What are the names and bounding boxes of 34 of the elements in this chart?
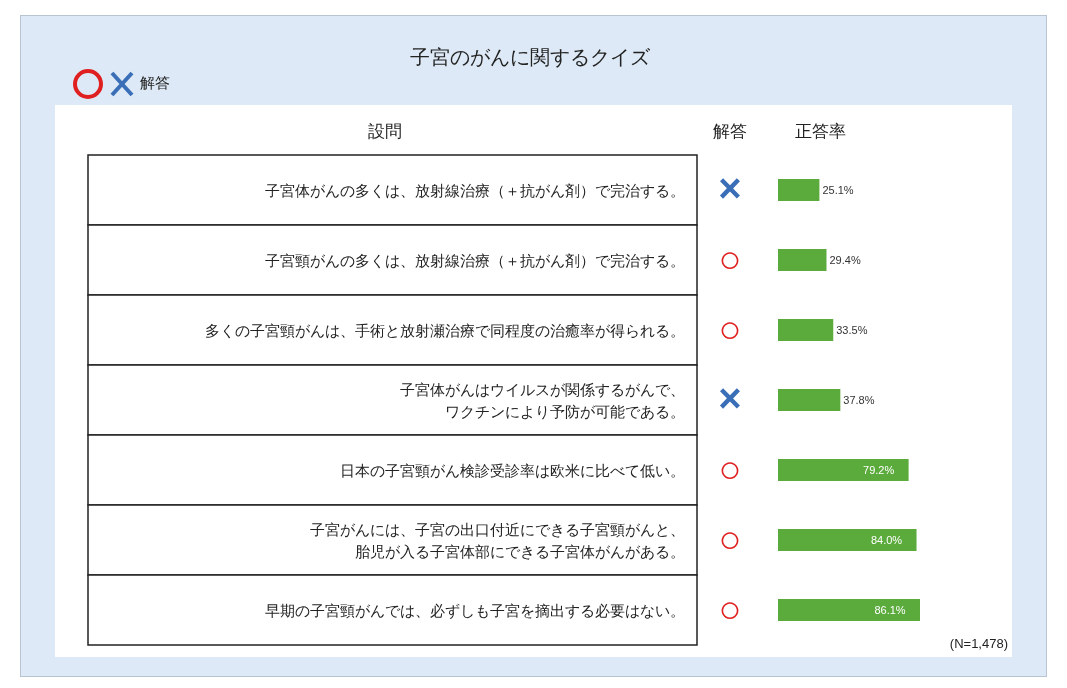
y-tick-label: 子宮がんには、子宮の出口付近にできる子宮頸がんと、胎児が入る子宮体部にできる子宮体がんがある。 [310, 521, 685, 560]
text: × [718, 376, 742, 420]
y-tick-label: 子宮体がんの多くは、放射線治療（＋抗がん剤）で完治する。 [265, 182, 685, 199]
bar [778, 319, 834, 341]
data-label: 25.1% [822, 184, 854, 196]
legend-title: 解答 [140, 74, 170, 93]
text: ○ [718, 308, 742, 350]
x-axis-title: 正答率 [793, 121, 847, 143]
y-tick-label: 日本の子宮頸がん検診受診率は欧米に比べて低い。 [340, 462, 685, 479]
data-label: 86.1% [874, 604, 906, 616]
text: ○ [718, 588, 742, 630]
y-tick-label: 子宮頸がんの多くは、放射線治療（＋抗がん剤）で完治する。 [265, 252, 685, 269]
bar [778, 249, 827, 271]
y-tick-label: 早期の子宮頸がんでは、必ずしも子宮を摘出する必要はない。 [265, 602, 685, 620]
text: 解答 [712, 121, 748, 143]
text: (N=1,478) [948, 636, 1008, 651]
data-label: 33.5% [836, 324, 868, 336]
data-label: 37.8% [843, 394, 875, 406]
y-tick-label: 子宮体がんはウイルスが関係するがんで、ワクチンにより予防が可能である。 [400, 381, 685, 420]
data-label: 29.4% [829, 254, 861, 266]
y-tick-label: 多くの子宮頸がんは、手術と放射瀬治療で同程度の治癒率が得られる。 [205, 322, 685, 339]
bar [778, 529, 917, 551]
text: × [718, 166, 742, 210]
bar [778, 179, 820, 201]
text: ○ [718, 448, 742, 490]
text: ○ [718, 238, 742, 280]
bar [778, 389, 841, 411]
data-label: 79.2% [863, 464, 895, 476]
bar [778, 599, 920, 621]
text: 子宮のがんに関するクイズ [409, 45, 651, 70]
bar [778, 459, 909, 481]
data-label: 84.0% [870, 534, 903, 546]
y-axis-title: 設問 [367, 121, 403, 143]
text: ○ [718, 518, 742, 560]
